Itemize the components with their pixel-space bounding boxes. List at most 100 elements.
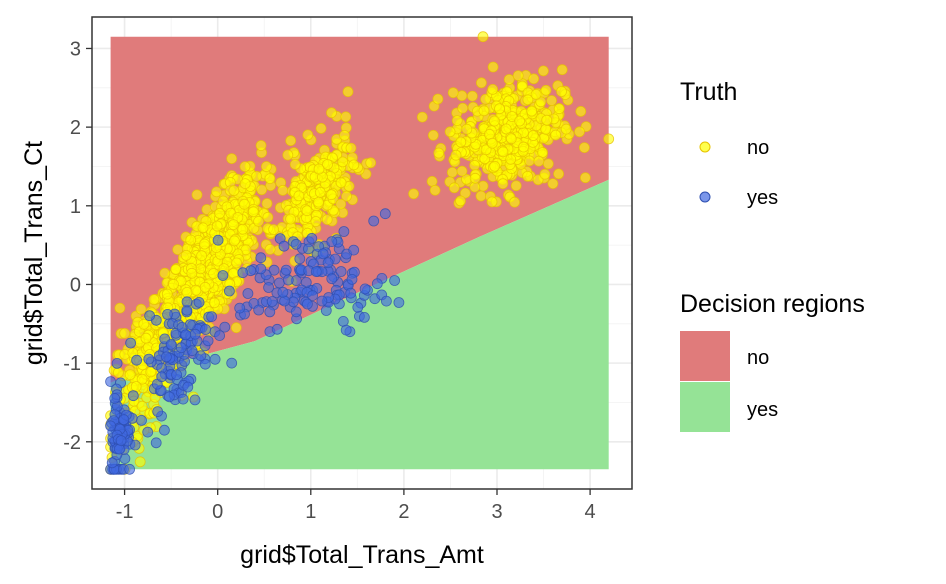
point-yes [182,381,194,393]
point-no [533,155,545,167]
point-yes [214,330,226,342]
point-yes [223,285,235,297]
point-no [547,178,559,190]
point-no [574,126,585,138]
point-no [365,157,377,169]
y-tick-label: 3 [70,38,81,60]
point-no [230,322,242,334]
point-yes [171,369,183,381]
point-yes [294,253,306,265]
point-yes [109,392,121,404]
point-no [553,103,565,115]
point-no [528,73,540,85]
point-no [505,133,517,145]
point-yes [278,240,290,252]
point-yes [282,274,294,286]
plot-panel-border [91,16,633,490]
point-yes [301,298,313,310]
point-no [268,224,280,235]
point-no [208,297,220,309]
point-yes [253,304,265,316]
point-no [461,123,473,135]
point-yes [115,435,127,447]
point-no [119,327,131,339]
y-tick-label: 1 [70,196,81,218]
point-yes [163,391,175,403]
truth-legend-label-yes: yes [747,187,778,209]
point-no [170,263,182,275]
point-no [539,168,551,180]
point-no [247,206,259,218]
point-no [579,142,590,154]
point-no [185,234,197,246]
point-yes [302,243,314,255]
truth-legend-label-no: no [747,137,769,159]
point-no [503,74,515,85]
point-yes [277,286,289,298]
point-no [130,381,142,392]
point-yes [106,457,118,469]
point-no [408,188,420,200]
point-no [261,198,273,209]
point-yes [280,264,292,276]
point-no [486,196,498,208]
point-yes [177,393,189,405]
point-no [322,159,333,170]
point-no [302,129,314,141]
point-yes [317,248,329,260]
point-yes [273,277,285,289]
point-no [237,223,249,235]
point-no [239,178,251,190]
point-yes [368,215,380,227]
point-yes [359,283,371,295]
point-yes [199,358,211,370]
point-no [505,153,517,165]
point-no [197,222,209,234]
point-no [134,456,146,468]
point-no [228,185,240,196]
point-no [541,114,553,126]
point-no [335,198,347,210]
point-yes [326,273,338,285]
point-yes [162,308,173,320]
point-no [348,159,360,171]
point-no [256,184,268,196]
point-no [161,288,173,300]
point-no [186,267,198,279]
point-no [427,129,439,141]
point-yes [340,324,352,336]
point-no [477,31,489,43]
x-tick-label: 2 [398,501,409,523]
point-no [489,160,501,172]
point-no [301,205,313,217]
point-yes [371,278,383,290]
point-yes [200,324,212,335]
point-no [114,302,126,314]
point-yes [306,232,318,244]
point-no [339,129,350,141]
point-no [208,268,219,279]
point-no [550,129,562,141]
point-no [199,238,210,250]
point-no [190,284,202,296]
point-yes [206,311,218,323]
decision-regions-legend-label-no: no [747,347,769,369]
point-no [313,163,325,175]
point-no [556,86,567,97]
x-tick-label: 1 [305,501,316,523]
point-no [199,281,211,293]
point-yes [175,342,187,354]
point-no [342,86,354,98]
point-no [321,214,333,226]
point-no [488,115,500,127]
point-yes [290,238,302,250]
point-no [475,77,487,89]
point-no [335,177,347,189]
point-no [580,172,591,184]
point-no [497,178,509,190]
point-no [211,186,223,198]
point-yes [181,296,193,308]
point-yes [393,297,405,308]
point-no [341,190,352,202]
point-yes [158,424,170,436]
